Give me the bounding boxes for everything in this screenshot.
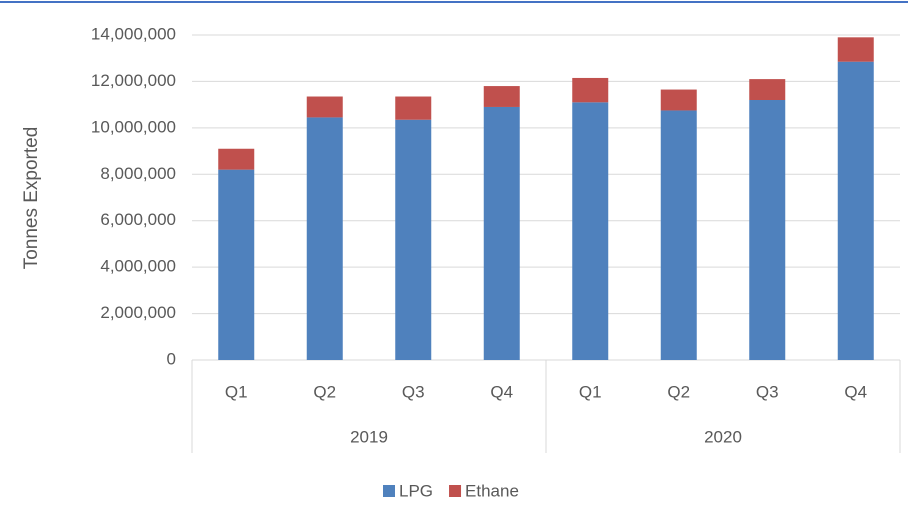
legend-label: Ethane [465, 481, 519, 500]
y-tick-label: 6,000,000 [100, 210, 176, 229]
bar-segment [483, 86, 520, 107]
x-tick-label: Q2 [667, 382, 690, 401]
y-tick-label: 12,000,000 [91, 71, 176, 90]
bar-segment [660, 110, 697, 360]
bar-segment [306, 96, 343, 118]
y-tick-label: 14,000,000 [91, 24, 176, 43]
bar-segment [837, 37, 874, 62]
bar-segment [395, 119, 432, 360]
x-tick-label: Q3 [756, 382, 779, 401]
x-tick-label: Q4 [844, 382, 867, 401]
bar-segment [483, 106, 520, 360]
bar-segment [572, 77, 609, 103]
x-tick-label: Q2 [313, 382, 336, 401]
bar-segment [218, 148, 255, 170]
bar-segment [749, 79, 786, 100]
bar-segment [749, 100, 786, 360]
legend-swatch [383, 485, 395, 497]
bar-segment [218, 169, 255, 360]
legend-swatch [449, 485, 462, 497]
x-tick-label: Q3 [402, 382, 425, 401]
bar-segment [837, 61, 874, 360]
legend-label: LPG [399, 481, 433, 500]
y-tick-label: 10,000,000 [91, 117, 176, 136]
x-tick-label: Q1 [225, 382, 248, 401]
y-tick-label: 2,000,000 [100, 303, 176, 322]
x-tick-label: Q1 [579, 382, 602, 401]
bar-segment [660, 89, 697, 111]
y-tick-label: 4,000,000 [100, 257, 176, 276]
x-tick-label: Q4 [490, 382, 513, 401]
group-label: 2020 [704, 427, 742, 446]
y-axis-label: Tonnes Exported [21, 127, 42, 270]
group-label: 2019 [350, 427, 388, 446]
bar-segment [395, 96, 432, 120]
bar-segment [306, 117, 343, 361]
y-tick-label: 0 [167, 349, 176, 368]
y-tick-label: 8,000,000 [100, 164, 176, 183]
bar-segment [572, 102, 609, 361]
